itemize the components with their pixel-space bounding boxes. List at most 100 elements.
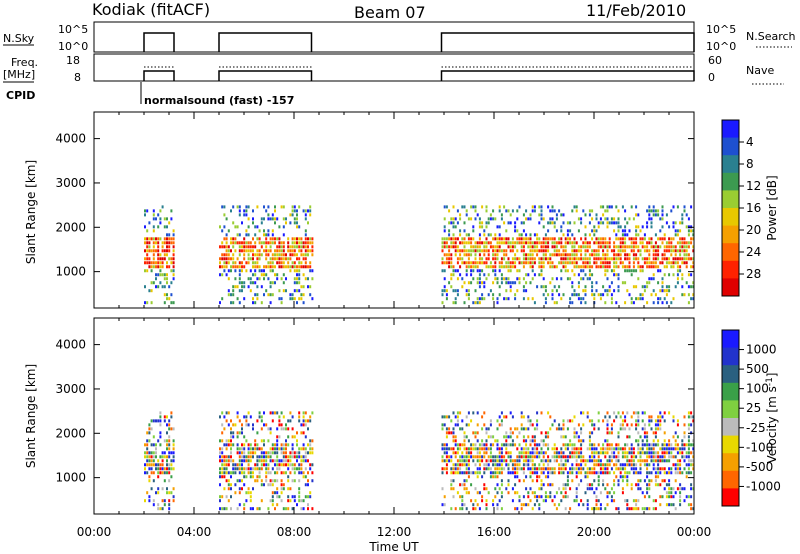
velocity-cell-1655	[646, 491, 649, 495]
power-cell-1413	[595, 241, 598, 245]
power-cell-537	[296, 277, 298, 281]
power-cell-21	[146, 209, 149, 213]
freq-label: Freq.	[11, 56, 38, 69]
velocity-cell-321	[249, 471, 252, 475]
velocity-cell-387	[263, 411, 265, 415]
power-cell-1568	[624, 233, 627, 237]
power-cell-902	[492, 209, 495, 213]
velocity-cell-518	[289, 487, 292, 491]
power-cell-951	[503, 277, 506, 281]
power-cell-748	[463, 221, 466, 225]
power-cell-1461	[604, 241, 607, 245]
power-cell-1224	[558, 249, 561, 253]
velocity-cell-1905	[692, 463, 695, 467]
power-cell-1203	[553, 245, 556, 249]
power-cell-1816	[674, 229, 677, 233]
power-cell-1852	[681, 213, 684, 217]
velocity-cell-410	[269, 459, 272, 463]
power-cell-1196	[551, 209, 554, 213]
power-cell-1818	[676, 281, 679, 285]
velocity-cell-411	[269, 455, 272, 459]
velocity-cell-919	[498, 487, 501, 491]
power-cell-1842	[681, 277, 684, 281]
power-cell-1230	[560, 269, 563, 273]
power-cell-211	[232, 301, 235, 305]
power-cell-32	[150, 289, 153, 293]
velocity-cell-1186	[551, 471, 554, 475]
power-cell-1680	[648, 249, 651, 253]
velocity-cell-1345	[586, 499, 589, 503]
velocity-cell-1795	[670, 495, 673, 499]
velocity-cell-70	[159, 507, 162, 511]
velocity-cell-886	[492, 499, 495, 503]
velocity-cell-1290	[573, 427, 576, 431]
power-cell-1125	[538, 221, 541, 225]
velocity-cell-1802	[670, 447, 673, 451]
velocity-cell-80	[159, 415, 162, 419]
power-cell-1040	[520, 233, 523, 237]
power-cell-979	[507, 245, 510, 249]
velocity-cell-1245	[564, 483, 567, 487]
velocity-cell-501	[285, 427, 287, 431]
velocity-cell-859	[485, 459, 488, 463]
velocity-cell-423	[271, 467, 274, 471]
power-cell-1480	[606, 205, 609, 209]
velocity-cell-1757	[663, 487, 666, 491]
velocity-cell-1687	[650, 455, 653, 459]
power-cell-1550	[621, 261, 624, 265]
velocity-cell-1067	[527, 419, 530, 423]
velocity-cell-1549	[626, 503, 629, 507]
velocity-cell-119	[168, 471, 171, 475]
velocity-cell-443	[276, 487, 279, 491]
power-cell-507	[291, 293, 294, 297]
velocity-cell-1139	[540, 447, 543, 451]
velocity-cell-890	[492, 459, 495, 463]
velocity-cell-223	[230, 447, 232, 451]
velocity-cell-1621	[637, 411, 640, 415]
power-cell-725	[459, 249, 462, 253]
velocity-cell-1709	[654, 475, 657, 479]
velocity-cell-1775	[665, 459, 668, 463]
power-cell-913	[494, 233, 497, 237]
velocity-cell-750	[463, 455, 466, 459]
velocity-cell-1467	[608, 447, 611, 451]
velocity-cell-1741	[659, 455, 662, 459]
power-cell-1000	[511, 245, 514, 249]
velocity-cell-247	[236, 463, 239, 467]
power-cell-660	[445, 237, 448, 241]
power-cell-1886	[690, 285, 693, 289]
velocity-cell-203	[227, 487, 230, 491]
power-cell-1298	[573, 253, 576, 257]
power-cell-180	[223, 205, 226, 209]
velocity-cell-1238	[562, 427, 565, 431]
velocity-cell-1530	[621, 451, 624, 455]
power-cell-17	[146, 245, 149, 249]
velocity-cell-1298	[575, 467, 578, 471]
velocity-cell-1038	[522, 455, 525, 459]
velocity-cell-169	[221, 463, 224, 467]
velocity-cell-1057	[527, 495, 530, 499]
velocity-cell-857	[485, 467, 488, 471]
power-cell-1489	[608, 221, 611, 225]
velocity-cell-364	[258, 415, 261, 419]
power-cell-963	[505, 277, 508, 281]
power-cell-369	[263, 265, 265, 269]
power-cell-1574	[626, 269, 629, 273]
velocity-cell-957	[505, 439, 508, 443]
power-cell-112	[166, 261, 168, 265]
power-cell-1122	[538, 249, 541, 253]
power-cell-1128	[540, 285, 543, 289]
power-cell-182	[225, 265, 228, 269]
velocity-cell-47	[152, 451, 155, 455]
power-cell-1194	[551, 221, 554, 225]
power-cell-1183	[549, 209, 552, 213]
velocity-swatch-2	[722, 365, 739, 384]
power-cell-296	[247, 241, 250, 245]
power-cell-1844	[681, 261, 684, 265]
power-cell-1232	[560, 257, 563, 261]
power-cell-457	[280, 301, 283, 305]
power-cell-1290	[571, 233, 574, 237]
velocity-cell-575	[300, 455, 303, 459]
velocity-cell-1749	[661, 479, 664, 483]
power-cell-923	[496, 241, 499, 245]
